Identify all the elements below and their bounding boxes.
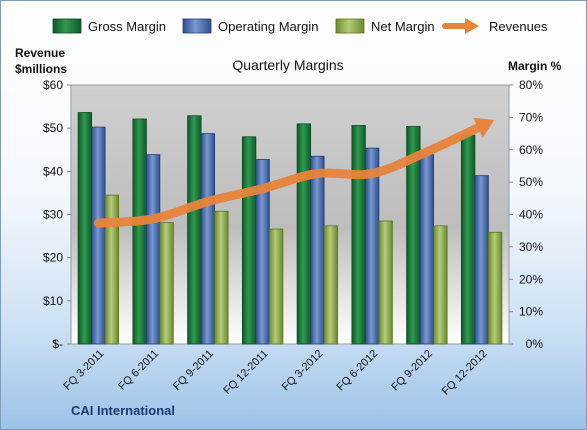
y-left-axis: $- $10 $20 $30 $40 $50 $60: [43, 78, 71, 351]
bar-gross-margin: [351, 125, 366, 345]
y-left-tick-label: $30: [43, 208, 63, 222]
x-tick-label: FQ 3-2012: [280, 348, 326, 394]
bar-operating-margin: [200, 133, 216, 345]
legend-swatch-revenues: [442, 18, 479, 34]
y-left-axis-title-line2: $millions: [15, 62, 67, 76]
revenues-arrow-head: [473, 117, 495, 138]
legend-swatch-gross-margin: [52, 18, 82, 34]
bar-gross-margin: [460, 134, 476, 345]
x-tick-label: FQ 6-2011: [116, 348, 161, 393]
bar-net-margin: [487, 231, 503, 345]
revenues-line: [93, 121, 487, 228]
y-left-axis-title-line1: Revenue: [15, 46, 65, 60]
y-right-tick-label: 70%: [519, 110, 543, 124]
y-right-axis-title: Margin %: [508, 59, 562, 73]
bar-net-margin: [268, 228, 284, 345]
chart-title: Quarterly Margins: [232, 57, 343, 73]
legend-label-operating-margin: Operating Margin: [218, 19, 318, 34]
bars: [77, 112, 503, 345]
x-tick-label: FQ 6-2012: [335, 348, 381, 394]
x-tick-label: FQ 9-2012: [389, 348, 435, 394]
legend-label-net-margin: Net Margin: [371, 19, 435, 34]
bar-gross-margin: [296, 123, 312, 345]
y-right-tick-label: 10%: [519, 305, 543, 319]
y-left-tick-label: $40: [43, 164, 63, 178]
y-right-tick-label: 50%: [519, 175, 543, 189]
bar-net-margin: [378, 220, 393, 345]
bar-net-margin: [214, 210, 229, 345]
y-left-tick-label: $20: [43, 251, 63, 265]
y-right-tick-label: 80%: [519, 78, 543, 92]
legend: Gross Margin Operating Margin Net Margin…: [52, 18, 548, 34]
x-tick-label: FQ 12-2011: [221, 348, 270, 397]
y-left-tick-label: $10: [43, 294, 63, 308]
x-axis: FQ 3-2011 FQ 6-2011 FQ 9-2011 FQ 12-2011 FQ …: [61, 348, 489, 398]
bar-net-margin: [159, 222, 174, 345]
y-left-tick-label: $60: [43, 78, 63, 92]
x-tick-label: FQ 3-2011: [61, 348, 106, 393]
y-left-tick-label: $-: [52, 337, 63, 351]
bar-operating-margin: [145, 154, 161, 345]
y-left-tick-label: $50: [43, 121, 63, 135]
bar-gross-margin: [241, 136, 257, 345]
y-right-axis: 0% 10% 20% 30% 40% 50% 60% 70% 80%: [509, 78, 543, 351]
y-right-tick-label: 30%: [519, 240, 543, 254]
legend-swatch-net-margin: [335, 18, 365, 34]
y-right-tick-label: 60%: [519, 143, 543, 157]
legend-label-gross-margin: Gross Margin: [88, 19, 166, 34]
x-tick-label: FQ 9-2011: [171, 348, 216, 393]
bar-net-margin: [104, 194, 120, 345]
bar-gross-margin: [187, 115, 202, 345]
bar-operating-margin: [310, 155, 325, 345]
bar-operating-margin: [91, 126, 106, 345]
revenues-line-group: [93, 117, 495, 228]
legend-swatch-operating-margin: [182, 18, 212, 34]
y-right-tick-label: 40%: [519, 208, 543, 222]
y-right-tick-label: 20%: [519, 272, 543, 286]
y-right-tick-label: 0%: [526, 337, 544, 351]
bar-operating-margin: [474, 175, 489, 345]
footer-company-name: CAI International: [71, 403, 175, 418]
legend-label-revenues: Revenues: [489, 19, 548, 34]
bar-net-margin: [323, 225, 339, 345]
bar-operating-margin: [419, 154, 435, 345]
bar-gross-margin: [77, 112, 93, 345]
x-tick-label: FQ 12-2012: [440, 348, 490, 398]
bar-net-margin: [433, 225, 448, 345]
bar-gross-margin: [132, 118, 147, 345]
